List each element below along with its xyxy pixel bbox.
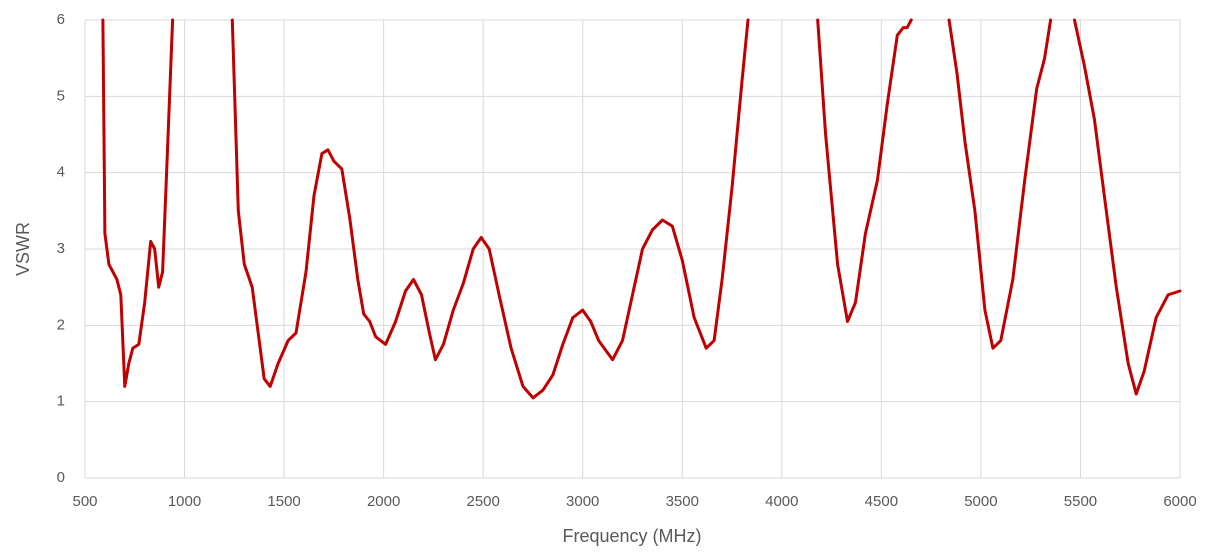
x-tick-label: 3000 xyxy=(566,493,599,510)
x-tick-label: 1500 xyxy=(267,493,300,510)
x-tick-label: 3500 xyxy=(666,493,699,510)
x-tick-label: 5000 xyxy=(964,493,997,510)
x-tick-label: 6000 xyxy=(1163,493,1196,510)
data-line xyxy=(101,18,1182,400)
x-tick-label: 4500 xyxy=(865,493,898,510)
x-tick-label: 2500 xyxy=(466,493,499,510)
x-tick-label: 2000 xyxy=(367,493,400,510)
x-tick-label: 500 xyxy=(72,493,97,510)
x-tick-label: 4000 xyxy=(765,493,798,510)
y-tick-label: 5 xyxy=(57,87,65,104)
y-tick-label: 3 xyxy=(57,240,65,257)
y-tick-label: 4 xyxy=(57,164,65,181)
y-tick-label: 2 xyxy=(57,316,65,333)
x-tick-label: 1000 xyxy=(168,493,201,510)
y-tick-label: 6 xyxy=(57,11,65,28)
y-tick-label: 1 xyxy=(57,393,65,410)
x-tick-label: 5500 xyxy=(1064,493,1097,510)
y-axis-label: VSWR xyxy=(13,222,33,276)
x-axis-label: Frequency (MHz) xyxy=(562,526,701,546)
y-tick-label: 0 xyxy=(57,469,65,486)
